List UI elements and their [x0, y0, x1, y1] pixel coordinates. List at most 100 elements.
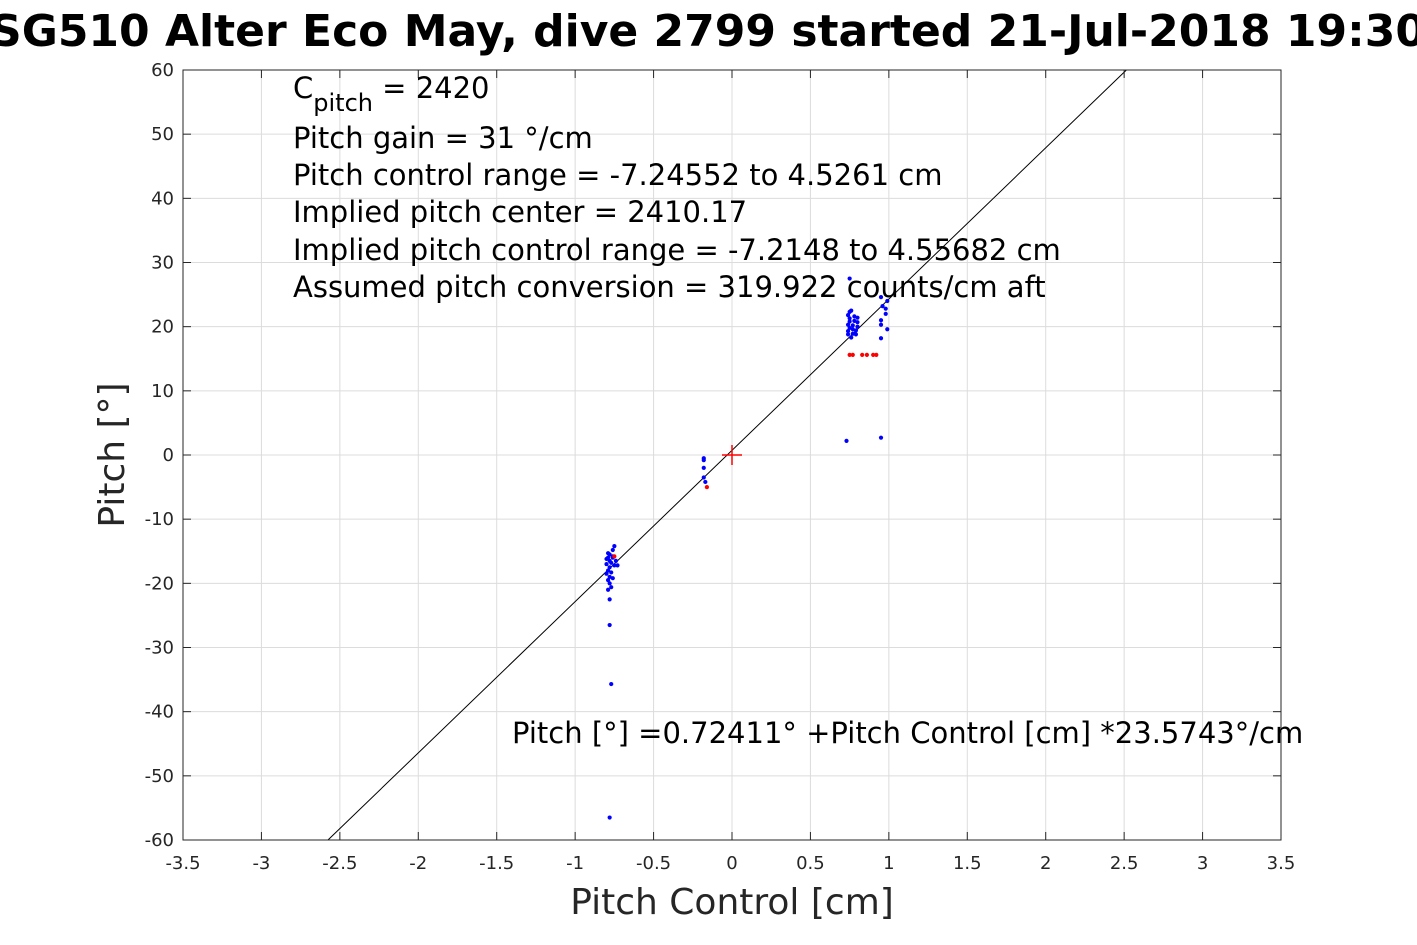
- x-tick-label: 0.5: [796, 853, 825, 874]
- data-point-blue: [885, 298, 890, 304]
- data-points: [604, 276, 890, 820]
- y-tick-label: 60: [151, 60, 174, 81]
- data-point-blue: [845, 322, 851, 327]
- x-tick-label: -1.5: [479, 853, 514, 874]
- data-point-blue: [703, 479, 708, 485]
- x-tick-label: 2: [1040, 853, 1051, 874]
- data-point-blue: [845, 329, 851, 334]
- data-point-blue: [610, 576, 615, 581]
- annotation-control-range: Pitch control range = -7.24552 to 4.5261…: [293, 158, 942, 192]
- data-point-blue: [605, 568, 611, 573]
- data-point-red: [871, 352, 876, 357]
- y-tick-label: 0: [163, 445, 174, 466]
- annotation-cpitch-value: = 2420: [373, 71, 490, 105]
- annotation-pitch-gain: Pitch gain = 31 °/cm: [293, 121, 593, 155]
- center-marker-group: [722, 445, 742, 465]
- data-point-blue: [883, 306, 888, 311]
- x-tick-label: -0.5: [636, 853, 671, 874]
- data-point-blue: [605, 587, 611, 592]
- data-point-blue: [855, 320, 860, 325]
- x-tick-label: -1: [566, 853, 584, 874]
- y-tick-label: 40: [151, 188, 174, 209]
- data-point-blue: [607, 581, 612, 586]
- data-point-blue: [701, 465, 706, 470]
- data-point-blue: [604, 571, 609, 576]
- data-point-red: [874, 352, 879, 357]
- annotation-cpitch-symbol: C: [293, 71, 313, 105]
- data-point-blue: [607, 815, 612, 820]
- data-point-blue: [847, 276, 852, 281]
- data-point-blue: [605, 551, 611, 556]
- data-point-blue: [609, 681, 614, 687]
- data-point-blue: [852, 318, 857, 323]
- chart-title: SG510 Alter Eco May, dive 2799 started 2…: [0, 6, 1417, 57]
- data-point-blue: [604, 556, 609, 562]
- data-point-blue: [855, 315, 860, 320]
- data-point-blue: [847, 319, 852, 324]
- data-point-blue: [604, 561, 609, 567]
- annotation-implied-center: Implied pitch center = 2410.17: [293, 195, 747, 229]
- data-point-blue: [850, 327, 855, 332]
- data-point-blue: [609, 560, 614, 565]
- data-point-blue: [844, 438, 849, 443]
- data-point-blue: [878, 318, 884, 323]
- data-point-blue: [847, 316, 852, 321]
- data-point-blue: [845, 332, 851, 337]
- data-point-blue: [878, 435, 884, 440]
- data-point-blue: [855, 324, 860, 329]
- data-point-blue: [701, 458, 706, 463]
- data-point-blue: [607, 574, 612, 580]
- data-point-blue: [610, 547, 615, 553]
- data-point-red: [850, 352, 855, 357]
- x-tick-label: -3: [252, 853, 270, 874]
- data-point-blue: [607, 565, 612, 570]
- data-point-blue: [885, 327, 890, 332]
- x-tick-label: 3: [1197, 853, 1208, 874]
- y-tick-label: 20: [151, 317, 174, 338]
- annotation-cpitch-subscript: pitch: [313, 89, 373, 117]
- y-axis-ticks: -60 -50 -40 -30 -20 -10 0 10 20 30 40 50 60: [145, 60, 1281, 851]
- annotation-fit-equation: Pitch [°] =0.72411° +Pitch Control [cm] …: [512, 716, 1303, 750]
- data-point-blue: [850, 331, 855, 336]
- data-point-blue: [609, 570, 614, 575]
- data-point-red: [612, 554, 617, 559]
- data-point-red: [860, 352, 865, 357]
- y-axis-label: Pitch [°]: [92, 382, 133, 527]
- data-point-blue: [880, 304, 885, 309]
- y-tick-label: -10: [145, 509, 174, 530]
- x-tick-label: 2.5: [1110, 853, 1139, 874]
- data-point-blue: [883, 311, 888, 316]
- y-tick-label: -40: [145, 702, 174, 723]
- y-tick-label: -60: [145, 830, 174, 851]
- data-point-blue: [607, 622, 612, 628]
- y-tick-label: -50: [145, 766, 174, 787]
- data-point-blue: [878, 322, 884, 327]
- x-tick-label: 0: [726, 853, 737, 874]
- x-tick-label: -2: [409, 853, 427, 874]
- annotation-cpitch: Cpitch = 2420: [293, 71, 490, 117]
- x-tick-label: 1: [883, 853, 894, 874]
- y-tick-label: -30: [145, 638, 174, 659]
- y-tick-label: 50: [151, 124, 174, 145]
- data-point-blue: [847, 325, 852, 331]
- data-point-blue: [878, 295, 884, 300]
- data-point-blue: [849, 335, 854, 340]
- x-axis-ticks: -3.5 -3 -2.5 -2 -1.5 -1 -0.5 0 0.5 1 1.5 2 2.5 3 3.5: [165, 70, 1295, 874]
- data-point-blue: [615, 563, 620, 568]
- data-point-red: [864, 352, 869, 357]
- x-tick-label: 3.5: [1267, 853, 1296, 874]
- y-tick-label: -20: [145, 573, 174, 594]
- data-point-blue: [607, 597, 612, 602]
- annotation-conversion: Assumed pitch conversion = 319.922 count…: [293, 270, 1046, 304]
- annotation-implied-range: Implied pitch control range = -7.2148 to…: [293, 233, 1061, 267]
- x-tick-label: -2.5: [322, 853, 357, 874]
- data-point-blue: [849, 308, 854, 313]
- x-tick-label: -3.5: [165, 853, 200, 874]
- data-point-blue: [612, 544, 617, 549]
- data-point-blue: [853, 332, 859, 337]
- data-point-blue: [609, 585, 614, 590]
- data-point-red: [847, 352, 852, 357]
- data-point-blue: [605, 578, 611, 583]
- x-tick-label: 1.5: [953, 853, 982, 874]
